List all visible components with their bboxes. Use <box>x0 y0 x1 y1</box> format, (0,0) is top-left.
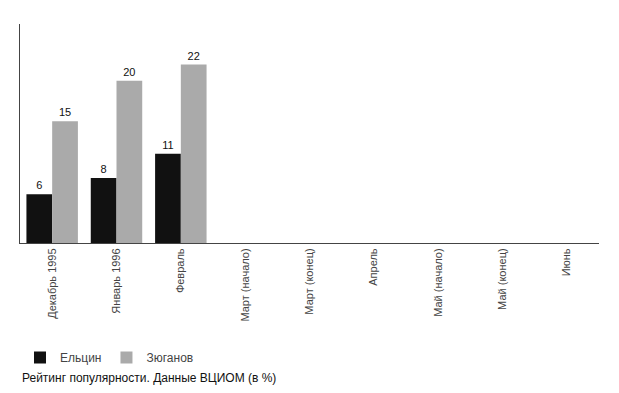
svg-text:8: 8 <box>101 163 107 175</box>
svg-text:6: 6 <box>36 179 42 191</box>
svg-text:Декабрь 1995: Декабрь 1995 <box>46 248 58 318</box>
svg-text:Июнь: Июнь <box>560 248 572 276</box>
svg-text:22: 22 <box>188 50 200 62</box>
svg-text:Рейтинг популярности. Данные В: Рейтинг популярности. Данные ВЦИОМ (в %) <box>22 371 276 385</box>
svg-text:Февраль: Февраль <box>174 248 186 293</box>
svg-text:Май (начало): Май (начало) <box>432 248 444 316</box>
svg-text:Май (конец): Май (конец) <box>496 248 508 309</box>
svg-text:11: 11 <box>162 139 173 151</box>
svg-text:Январь 1996: Январь 1996 <box>110 248 122 313</box>
svg-text:15: 15 <box>59 106 71 118</box>
svg-text:20: 20 <box>123 66 135 78</box>
svg-text:Зюганов: Зюганов <box>146 351 193 365</box>
svg-text:Март (конец): Март (конец) <box>303 248 315 314</box>
svg-text:Март (начало): Март (начало) <box>239 248 251 321</box>
svg-text:Ельцин: Ельцин <box>60 351 101 365</box>
svg-text:Апрель: Апрель <box>367 248 379 286</box>
